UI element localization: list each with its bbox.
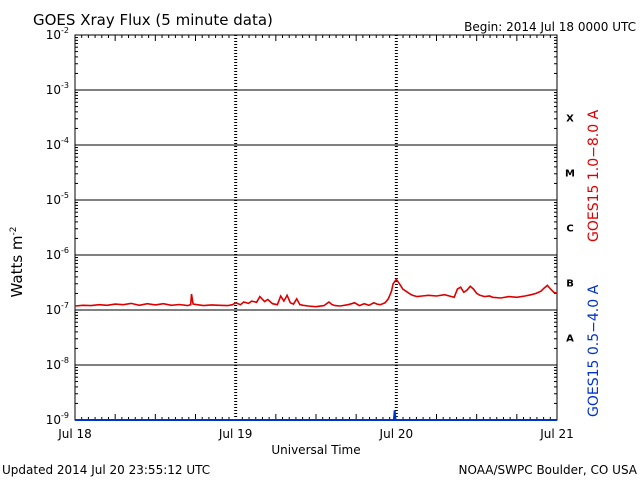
y-tick-label: 10-7 [46,301,69,317]
y-tick-label-exponent: -7 [61,301,69,310]
plot-frame [74,34,558,421]
y-axis-label-text: Watts m [8,235,26,297]
flare-class-label: B [566,279,574,290]
y-tick-label: 10-5 [46,191,69,207]
y-tick-label-exponent: -8 [61,356,69,365]
x-tick-label: Jul 18 [57,427,92,441]
y-tick-label-base: 10 [46,358,61,372]
y-tick-label-exponent: -3 [61,81,69,90]
y-tick-label: 10-2 [46,26,69,42]
x-tick-label: Jul 20 [379,427,414,441]
y-tick-label-base: 10 [46,193,61,207]
flare-class-label: X [566,114,574,125]
y-tick-label-base: 10 [46,303,61,317]
legend-series-blue: GOES15 0.5−4.0 A [586,284,602,417]
y-tick-label: 10-3 [46,81,69,97]
footer-credit: NOAA/SWPC Boulder, CO USA [459,463,638,477]
x-tick-label: Jul 19 [218,427,253,441]
y-tick-label: 10-6 [46,246,69,262]
legend-series-red: GOES15 1.0−8.0 A [586,109,602,242]
x-axis-label: Universal Time [271,443,360,457]
flare-class-label: M [565,169,575,180]
y-tick-label-exponent: -6 [61,246,69,255]
y-tick-label-exponent: -9 [61,411,69,420]
y-tick-label: 10-8 [46,356,69,372]
y-tick-label-exponent: -4 [61,136,69,145]
y-tick-label: 10-9 [46,411,69,427]
flare-class-label: C [566,224,573,235]
y-tick-label-base: 10 [46,413,61,427]
y-tick-label: 10-4 [46,136,69,152]
series-line-0 [74,278,558,308]
y-axis-label: Watts m-2 [8,226,26,297]
y-tick-label-exponent: -5 [61,191,69,200]
series-line-1 [75,410,557,421]
y-tick-label-exponent: -2 [61,26,69,35]
y-tick-label-base: 10 [46,28,61,42]
y-tick-label-base: 10 [46,248,61,262]
y-tick-label-base: 10 [46,138,61,152]
begin-label: Begin: 2014 Jul 18 0000 UTC [464,20,636,34]
footer-updated: Updated 2014 Jul 20 23:55:12 UTC [2,463,210,477]
y-tick-label-base: 10 [46,83,61,97]
flare-class-label: A [566,334,574,345]
x-tick-label: Jul 21 [539,427,574,441]
y-axis-label-exponent: -2 [9,226,19,235]
chart-title: GOES Xray Flux (5 minute data) [33,11,273,29]
